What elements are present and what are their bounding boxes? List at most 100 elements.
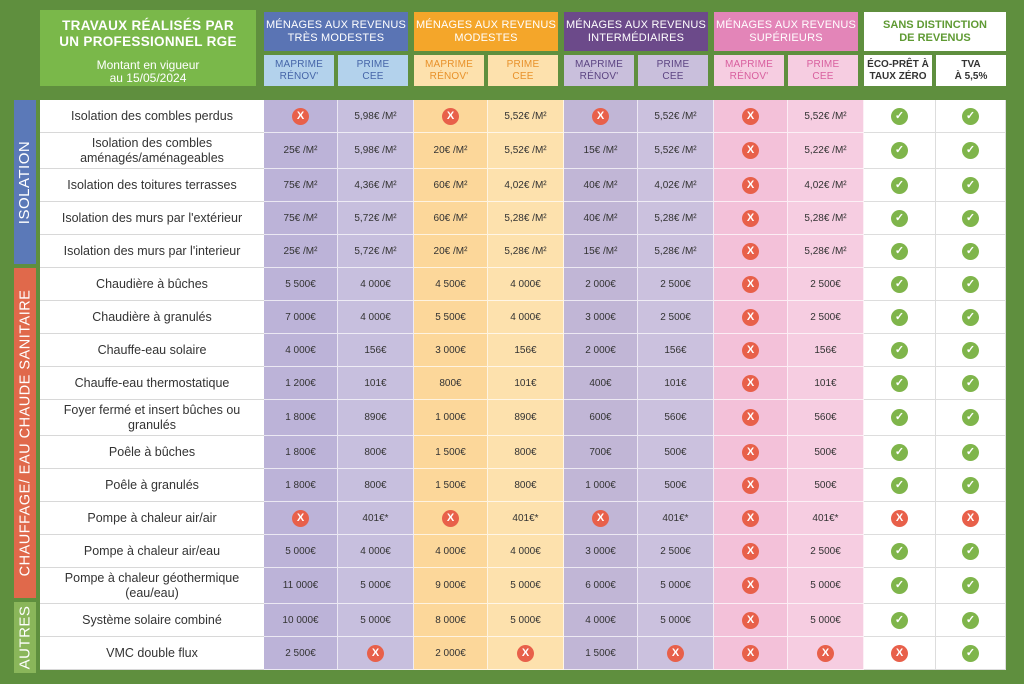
- cross-icon: X: [742, 611, 759, 629]
- cell-not-eligible: X: [714, 637, 788, 670]
- group-header-line: MODESTES: [454, 31, 518, 44]
- cell-not-eligible: X: [714, 436, 788, 469]
- row-label: Poêle à granulés: [40, 469, 264, 502]
- table-title: TRAVAUX RÉALISÉS PAR UN PROFESSIONNEL RG…: [40, 10, 256, 86]
- cell-amount: 5,52€ /M²: [504, 145, 547, 156]
- check-icon: ✓: [962, 341, 979, 359]
- cross-icon: X: [742, 476, 759, 494]
- cell-value: 4 000€: [488, 535, 564, 568]
- cell-amount: 2 500€: [810, 545, 841, 557]
- cross-icon: X: [742, 577, 759, 594]
- cell-value: 4 000€: [338, 301, 414, 334]
- cell-value: 401€*: [488, 502, 564, 535]
- cell-value: 5,28€ /M²: [788, 235, 864, 268]
- cell-value: 6 000€: [564, 568, 638, 604]
- cell-amount: 15€ /M²: [583, 145, 618, 156]
- table-row: Système solaire combiné 10 000€ 5 000€ 8 00…: [40, 604, 1006, 637]
- row-label: Chaudière à bûches: [40, 268, 264, 301]
- cell-value: 5,22€ /M²: [788, 133, 864, 169]
- check-icon: ✓: [891, 611, 908, 629]
- table-row: Isolation des toitures terrasses 75€ /M² 4…: [40, 169, 1006, 202]
- cell-eligible: ✓: [936, 133, 1006, 169]
- title-line-2: UN PROFESSIONNEL RGE: [59, 34, 237, 49]
- cross-icon: X: [742, 275, 759, 293]
- subheader-tva: TVA À 5,5%: [936, 55, 1006, 86]
- subheader-cee: PRIME CEE: [488, 55, 558, 86]
- table-row: Pompe à chaleur géothermique (eau/eau) 11…: [40, 568, 1006, 604]
- cell-eligible: ✓: [936, 301, 1006, 334]
- cell-value: 4,02€ /M²: [488, 169, 564, 202]
- cell-eligible: ✓: [936, 367, 1006, 400]
- group-header-superieurs: MÉNAGES AUX REVENUS SUPÉRIEURS: [714, 12, 858, 51]
- cell-not-eligible: X: [564, 100, 638, 133]
- cross-icon: X: [742, 374, 759, 392]
- cross-icon: X: [592, 107, 609, 125]
- check-icon: ✓: [891, 443, 908, 461]
- cell-value: 1 000€: [564, 469, 638, 502]
- cell-amount: 4 000€: [585, 614, 616, 626]
- cell-amount: 156€: [814, 344, 837, 356]
- cell-value: 401€*: [338, 502, 414, 535]
- row-label: Isolation des murs par l'interieur: [40, 235, 264, 268]
- check-icon: ✓: [891, 142, 908, 159]
- cell-value: 1 000€: [414, 400, 488, 436]
- cell-value: 101€: [338, 367, 414, 400]
- cell-value: 5,52€ /M²: [788, 100, 864, 133]
- cell-eligible: ✓: [864, 400, 936, 436]
- check-icon: ✓: [891, 308, 908, 326]
- cross-icon: X: [442, 107, 459, 125]
- cell-amount: 5,28€ /M²: [804, 212, 847, 224]
- check-icon: ✓: [962, 611, 979, 629]
- cell-amount: 1 500€: [435, 446, 466, 458]
- cell-value: 5 000€: [488, 604, 564, 637]
- cell-value: 5 000€: [638, 568, 714, 604]
- table-row: Pompe à chaleur air/eau 5 000€ 4 000€ 4 000…: [40, 535, 1006, 568]
- cell-amount: 4 000€: [435, 545, 466, 557]
- subheader-line: MAPRIME: [724, 58, 774, 70]
- cell-amount: 156€: [364, 344, 387, 356]
- cell-value: 5 000€: [788, 604, 864, 637]
- check-icon: ✓: [891, 242, 908, 260]
- cell-value: 5 000€: [788, 568, 864, 604]
- cell-value: 156€: [488, 334, 564, 367]
- cell-not-eligible: X: [714, 133, 788, 169]
- check-icon: ✓: [962, 542, 979, 560]
- group-header-line: SUPÉRIEURS: [749, 31, 823, 44]
- cell-amount: 890€: [514, 412, 537, 423]
- table-row: Chauffe-eau solaire 4 000€ 156€ 3 000€ 156€ 2…: [40, 334, 1006, 367]
- cell-amount: 560€: [664, 412, 687, 423]
- cell-amount: 800€: [439, 377, 462, 389]
- cell-amount: 2 000€: [585, 278, 616, 290]
- table-row: Foyer fermé et insert bûches ou granulés…: [40, 400, 1006, 436]
- cell-value: 5,28€ /M²: [488, 202, 564, 235]
- cell-value: 2 500€: [638, 301, 714, 334]
- cell-value: 5,28€ /M²: [638, 202, 714, 235]
- subheader-line: CEE: [662, 70, 684, 82]
- group-header-line: MÉNAGES AUX REVENUS: [265, 18, 407, 31]
- cell-amount: 401€*: [512, 512, 539, 524]
- cell-value: 5 000€: [338, 568, 414, 604]
- cell-amount: 890€: [364, 412, 387, 423]
- cross-icon: X: [891, 644, 908, 662]
- cell-eligible: ✓: [864, 235, 936, 268]
- subheader-line: RÉNOV': [579, 70, 619, 82]
- table-row: VMC double flux 2 500€ X 2 000€ X 1 500€ X X X X ✓: [40, 637, 1006, 670]
- cell-value: 400€: [564, 367, 638, 400]
- cell-amount: 500€: [664, 479, 687, 491]
- check-icon: ✓: [891, 107, 908, 125]
- cell-amount: 2 500€: [660, 311, 691, 323]
- cell-amount: 5,98€ /M²: [354, 145, 397, 156]
- cell-amount: 560€: [814, 412, 837, 423]
- cell-eligible: ✓: [864, 535, 936, 568]
- cell-not-eligible: X: [714, 502, 788, 535]
- cell-amount: 401€*: [662, 512, 689, 524]
- cell-value: 700€: [564, 436, 638, 469]
- cell-amount: 40€ /M²: [583, 212, 618, 224]
- cell-amount: 5 000€: [360, 614, 391, 626]
- cell-amount: 5 000€: [660, 580, 691, 591]
- group-header-sans-distinction: SANS DISTINCTION DE REVENUS: [864, 12, 1006, 51]
- check-icon: ✓: [962, 308, 979, 326]
- cell-value: 2 500€: [788, 535, 864, 568]
- cross-icon: X: [742, 142, 759, 159]
- cell-eligible: ✓: [936, 334, 1006, 367]
